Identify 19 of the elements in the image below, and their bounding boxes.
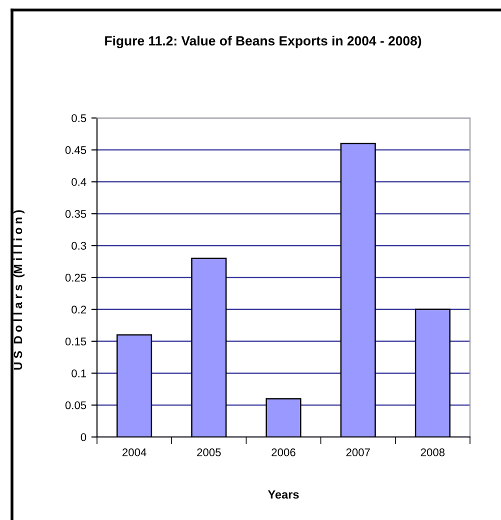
- y-axis-title: U S D o l l a r s (M i l l i o n ): [14, 210, 24, 370]
- y-tick-label: 0.35: [65, 210, 86, 218]
- y-tick-label: 0.45: [65, 146, 86, 154]
- x-tick-label: 2006: [272, 448, 296, 456]
- y-tick-label: 0.3: [72, 242, 86, 250]
- y-tick-label: 0.1: [72, 369, 86, 378]
- chart-title: Figure 11.2: Value of Beans Exports in 2004 - 2008): [105, 36, 422, 48]
- y-tick-label: 0.4: [72, 178, 86, 186]
- y-tick-label: 0.2: [72, 306, 86, 314]
- x-tick-label: 2004: [122, 448, 146, 456]
- y-tick-label: 0: [80, 433, 86, 442]
- x-tick-label: 2005: [197, 448, 221, 456]
- y-tick-label: 0.05: [65, 401, 86, 410]
- x-tick-label: 2008: [420, 448, 445, 456]
- y-tick-label: 0.15: [65, 338, 86, 346]
- x-tick-label: 2007: [346, 448, 370, 456]
- y-tick-label: 0.25: [65, 274, 86, 282]
- x-axis-title: Years: [268, 490, 299, 499]
- y-tick-label: 0.5: [72, 114, 86, 122]
